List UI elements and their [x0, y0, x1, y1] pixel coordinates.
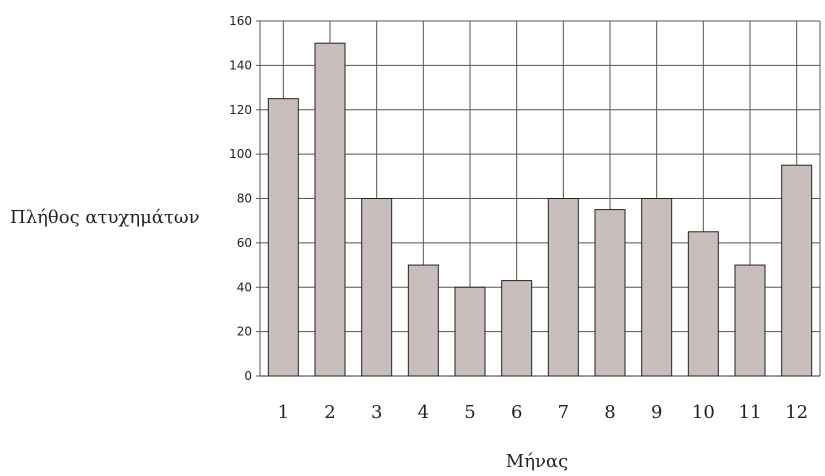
bar-month-5	[454, 286, 486, 377]
y-tick-label: 140	[229, 58, 252, 72]
x-tick-label: 4	[418, 402, 429, 423]
x-tick-label: 2	[324, 402, 335, 423]
x-tick-label: 5	[464, 402, 475, 423]
bar-month-2	[314, 42, 346, 377]
bars	[267, 42, 813, 377]
y-tick-label: 20	[237, 325, 252, 339]
bar-month-12	[781, 164, 813, 377]
bar-month-8	[594, 209, 626, 377]
bar-month-1	[267, 98, 299, 377]
x-tick-label: 3	[371, 402, 382, 423]
x-tick-label: 12	[785, 402, 808, 423]
y-tick-label: 160	[229, 14, 252, 28]
bar-month-9	[641, 198, 673, 377]
x-tick-label: 11	[739, 402, 762, 423]
x-axis-ticks: 1 2 3 4 5 6 7 8 9 10 11 12	[278, 402, 809, 423]
y-tick-label: 40	[237, 280, 252, 294]
y-tick-label: 0	[244, 369, 252, 383]
y-tick-label: 60	[237, 236, 252, 250]
y-tick-label: 100	[229, 147, 252, 161]
bar-month-10	[687, 231, 719, 377]
bar-month-3	[361, 198, 393, 377]
x-tick-label: 6	[511, 402, 522, 423]
x-tick-label: 7	[558, 402, 569, 423]
bar-month-11	[734, 264, 766, 377]
y-axis-ticks: 0 20 40 60 80 100 120 140 160	[229, 14, 252, 383]
y-axis-label: Πλήθος ατυχημάτων	[10, 207, 200, 228]
bar-month-7	[547, 198, 579, 377]
bar-month-4	[407, 264, 439, 377]
x-tick-label: 10	[692, 402, 715, 423]
y-tick-label: 120	[229, 103, 252, 117]
x-tick-label: 9	[651, 402, 662, 423]
x-tick-label: 8	[604, 402, 615, 423]
x-axis-label: Μήνας	[506, 451, 568, 472]
x-tick-label: 1	[278, 402, 289, 423]
y-tick-label: 80	[237, 192, 252, 206]
bar-month-6	[501, 280, 533, 377]
